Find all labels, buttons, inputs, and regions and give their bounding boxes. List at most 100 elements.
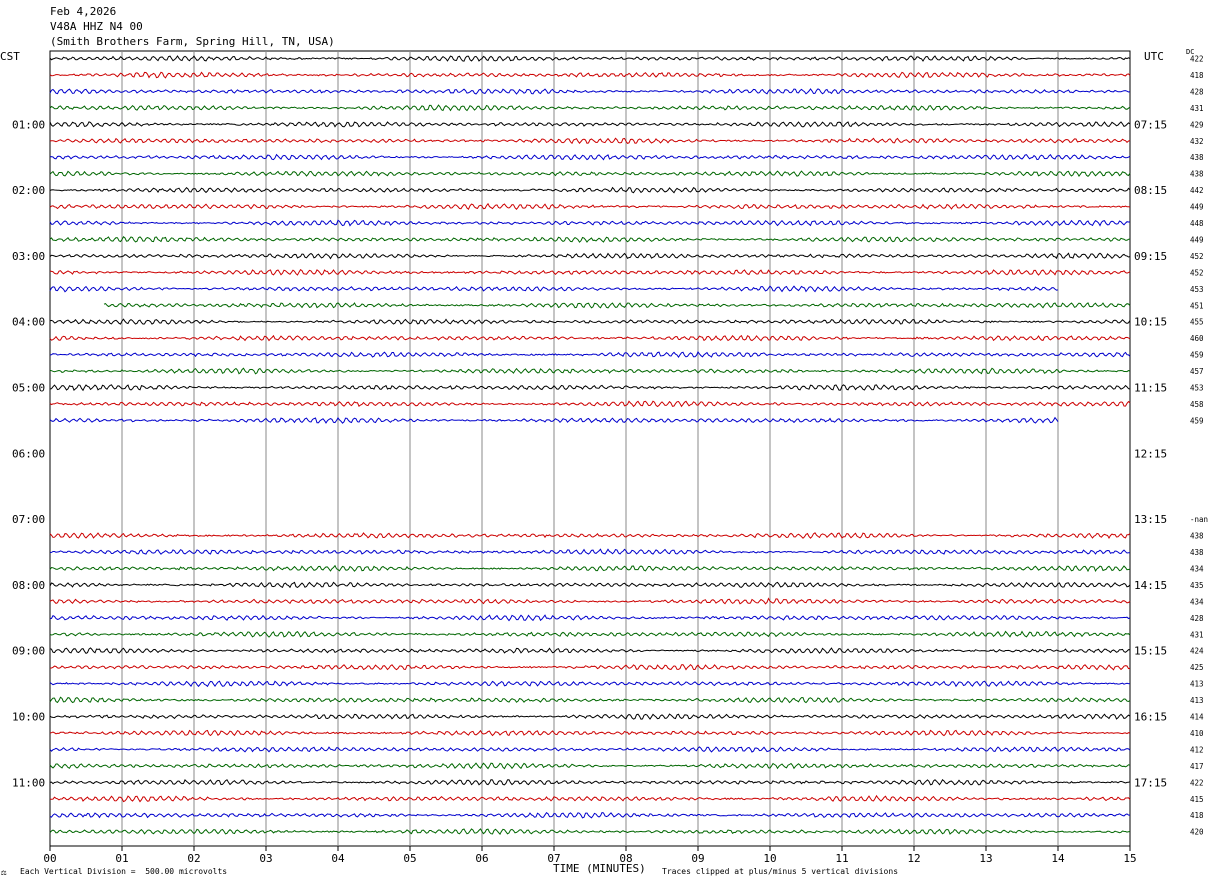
dc-offset-label: 413 [1190,680,1204,689]
dc-offset-label: 418 [1190,71,1204,80]
cst-hour-label: 08:00 [12,579,45,592]
x-tick-label: 09 [691,852,704,865]
seismic-trace [49,351,1131,358]
dc-offset-label: 418 [1190,811,1204,820]
seismic-trace [49,318,1131,325]
x-tick-label: 07 [547,852,560,865]
seismic-trace [49,680,1131,688]
dc-offset-label: 438 [1190,153,1204,162]
utc-hour-label: 08:15 [1134,184,1167,197]
cst-hour-label: 10:00 [12,711,45,724]
seismic-trace [49,532,1131,539]
utc-hour-label: 15:15 [1134,645,1167,658]
dc-offset-label: 431 [1190,104,1204,113]
seismic-trace [49,153,1131,161]
utc-hour-label: 13:15 [1134,513,1167,526]
dc-offset-label: 449 [1190,203,1204,212]
dc-offset-label: 448 [1190,219,1204,228]
seismic-trace [49,597,1131,605]
seismic-trace [49,713,1131,720]
dc-offset-label: 459 [1190,416,1204,425]
dc-offset-label: 428 [1190,87,1204,96]
seismic-trace [49,812,1131,819]
dc-offset-label: 453 [1190,384,1204,393]
utc-hour-label: 11:15 [1134,382,1167,395]
seismic-trace [49,236,1131,243]
seismic-trace [49,664,1131,671]
cst-hour-label: 07:00 [12,513,45,526]
seismic-trace [49,696,1131,704]
x-tick-label: 10 [763,852,776,865]
seismic-trace [49,219,1130,227]
dc-column-label: DC [1186,48,1195,56]
utc-hour-label: 09:15 [1134,250,1167,263]
dc-offset-label: 460 [1190,334,1204,343]
plot-frame [49,50,1131,847]
dc-offset-label: 438 [1190,548,1204,557]
utc-hour-label: 16:15 [1134,711,1167,724]
seismic-trace [49,548,1130,555]
plot-date: Feb 4,2026 [50,5,117,18]
seismic-trace [49,202,1131,210]
utc-hour-label: 10:15 [1134,316,1167,329]
dc-offset-label: 435 [1190,581,1204,590]
dc-offset-label: 438 [1190,532,1204,541]
seismic-trace [49,285,1059,293]
right-timezone-label: UTC [1144,50,1164,63]
dc-offset-label: 449 [1190,235,1204,244]
utc-hour-label: 12:15 [1134,447,1167,460]
cst-hour-label: 11:00 [12,776,45,789]
dc-offset-label: 429 [1190,120,1204,129]
seismic-trace [49,647,1131,655]
x-tick-label: 02 [187,852,200,865]
scale-note: Each Vertical Division = 500.00 microvol… [20,867,228,876]
seismic-trace [49,400,1131,408]
seismic-trace [49,269,1131,276]
cst-hour-label: 01:00 [12,118,45,131]
x-tick-label: 14 [1051,852,1065,865]
cst-hour-label: 03:00 [12,250,45,263]
x-tick-label: 05 [403,852,416,865]
dc-offset-label: 442 [1190,186,1204,195]
x-axis-title: TIME (MINUTES) [553,862,646,875]
dc-offset-label: 417 [1190,762,1204,771]
seismic-trace [49,581,1131,589]
dc-offset-label: 412 [1190,745,1204,754]
dc-offset-label: 414 [1190,713,1204,722]
dc-offset-label: 458 [1190,400,1204,409]
seismic-trace [49,614,1131,622]
seismic-trace [49,794,1131,803]
seismic-trace [49,104,1131,112]
seismic-trace [49,416,1059,424]
cst-hour-label: 09:00 [12,645,45,658]
logo-icon: ⚖ [1,868,7,878]
dc-offset-label: 422 [1190,55,1204,64]
dc-offset-label: 453 [1190,285,1204,294]
seismic-trace [49,779,1131,786]
utc-hour-label: 17:15 [1134,776,1167,789]
seismic-trace [103,302,1131,309]
dc-offset-label: 413 [1190,696,1204,705]
dc-offset-label: 434 [1190,564,1204,573]
x-tick-label: 13 [979,852,992,865]
seismic-trace [49,55,1131,62]
station-code: V48A HHZ N4 00 [50,20,143,33]
dc-offset-label: 438 [1190,170,1204,179]
dc-offset-label: 420 [1190,828,1204,837]
x-tick-label: 06 [475,852,488,865]
utc-hour-label: 07:15 [1134,118,1167,131]
seismic-trace [49,121,1131,128]
seismic-trace [49,334,1131,342]
x-tick-label: 12 [907,852,920,865]
dc-offset-label: 452 [1190,268,1204,277]
dc-offset-label: 452 [1190,252,1204,261]
x-tick-label: 00 [43,852,56,865]
dc-offset-label: 428 [1190,614,1204,623]
dc-offset-label: 457 [1190,367,1204,376]
x-tick-label: 11 [835,852,848,865]
dc-offset-label: 451 [1190,301,1204,310]
cst-hour-label: 05:00 [12,382,45,395]
dc-offset-label: 425 [1190,663,1204,672]
x-tick-label: 15 [1123,852,1136,865]
